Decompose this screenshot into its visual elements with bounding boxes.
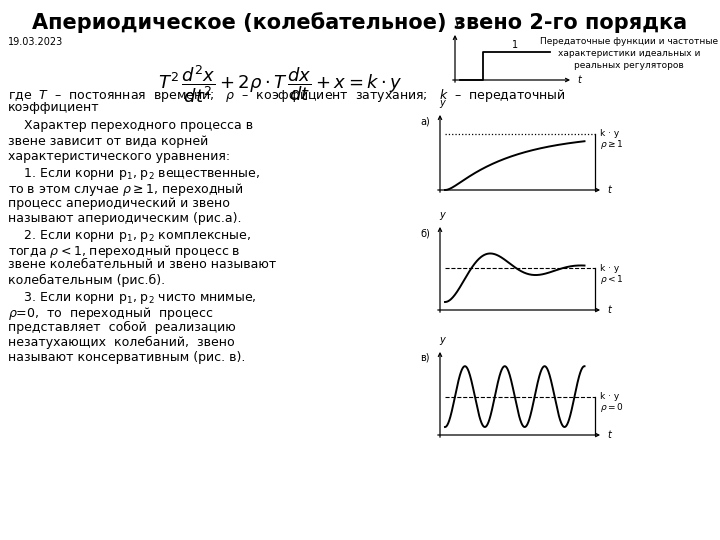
Text: 1: 1 xyxy=(512,40,518,50)
Text: Передаточные функции и частотные
характеристики идеальных и
реальных регуляторов: Передаточные функции и частотные характе… xyxy=(540,37,718,70)
Text: t: t xyxy=(577,75,581,85)
Text: 1. Если корни p$_1$, p$_2$ вещественные,: 1. Если корни p$_1$, p$_2$ вещественные, xyxy=(8,165,261,181)
Text: y: y xyxy=(454,18,460,28)
Text: $\rho=0$: $\rho=0$ xyxy=(600,401,624,414)
Text: k · y: k · y xyxy=(600,392,619,401)
Text: характеристического уравнения:: характеристического уравнения: xyxy=(8,150,230,163)
Text: а): а) xyxy=(420,116,430,126)
Text: 2. Если корни p$_1$, p$_2$ комплексные,: 2. Если корни p$_1$, p$_2$ комплексные, xyxy=(8,227,251,244)
Text: б): б) xyxy=(420,228,430,238)
Text: называют апериодическим (рис.а).: называют апериодическим (рис.а). xyxy=(8,212,241,225)
Text: t: t xyxy=(607,305,611,315)
Text: в): в) xyxy=(420,353,430,363)
Text: звене зависит от вида корней: звене зависит от вида корней xyxy=(8,134,208,147)
Text: процесс апериодический и звено: процесс апериодический и звено xyxy=(8,197,230,210)
Text: то в этом случае $\rho \geq 1$, переходный: то в этом случае $\rho \geq 1$, переходн… xyxy=(8,181,244,198)
Text: $\rho \geq 1$: $\rho \geq 1$ xyxy=(600,138,624,151)
Text: t: t xyxy=(607,185,611,195)
Text: 19.03.2023: 19.03.2023 xyxy=(8,37,63,47)
Text: t: t xyxy=(607,430,611,440)
Text: колебательным (рис.б).: колебательным (рис.б). xyxy=(8,274,165,287)
Text: y: y xyxy=(439,210,445,220)
Text: k · y: k · y xyxy=(600,264,619,273)
Text: y: y xyxy=(439,98,445,108)
Text: k · y: k · y xyxy=(600,130,619,138)
Text: 3. Если корни p$_1$, p$_2$ чисто мнимые,: 3. Если корни p$_1$, p$_2$ чисто мнимые, xyxy=(8,289,256,306)
Text: $T^2\,\dfrac{d^2x}{dt^2} + 2\rho \cdot T\,\dfrac{dx}{dt} + x = k \cdot y$: $T^2\,\dfrac{d^2x}{dt^2} + 2\rho \cdot T… xyxy=(158,63,403,105)
Text: звене колебательный и звено называют: звене колебательный и звено называют xyxy=(8,259,276,272)
Text: Апериодическое (колебательное) звено 2-го порядка: Апериодическое (колебательное) звено 2-г… xyxy=(32,12,688,33)
Text: $\rho<1$: $\rho<1$ xyxy=(600,273,624,286)
Text: коэффициент: коэффициент xyxy=(8,101,99,114)
Text: $\rho$=0,  то  переходный  процесс: $\rho$=0, то переходный процесс xyxy=(8,305,213,322)
Text: называют консервативным (рис. в).: называют консервативным (рис. в). xyxy=(8,352,246,365)
Text: представляет  собой  реализацию: представляет собой реализацию xyxy=(8,321,235,334)
Text: где  $T$  –  постоянная  времени;   $\rho$  –  коэффициент  затухания;   $k$  – : где $T$ – постоянная времени; $\rho$ – к… xyxy=(8,87,566,104)
Text: Характер переходного процесса в: Характер переходного процесса в xyxy=(8,119,253,132)
Text: незатухающих  колебаний,  звено: незатухающих колебаний, звено xyxy=(8,336,235,349)
Text: тогда $\rho < 1$, переходный процесс в: тогда $\rho < 1$, переходный процесс в xyxy=(8,243,240,260)
Text: y: y xyxy=(439,335,445,345)
